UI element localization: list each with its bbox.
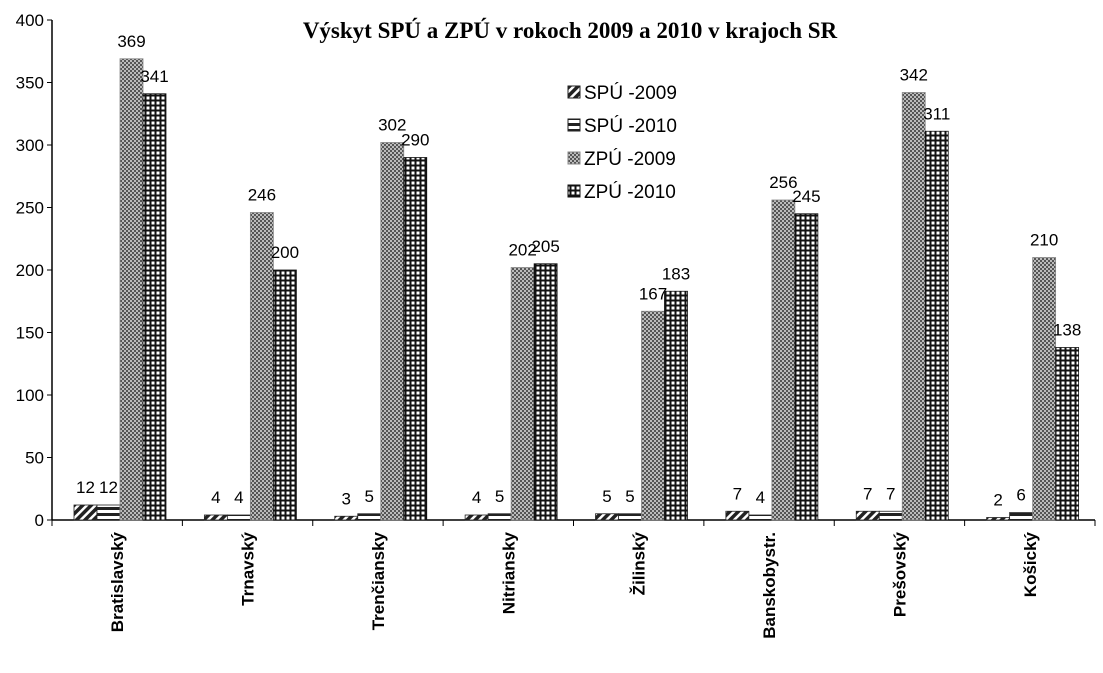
- bar: [510, 267, 535, 521]
- value-label: 202: [508, 241, 536, 260]
- legend-marker: [567, 151, 581, 165]
- bar: [73, 504, 98, 521]
- legend-label: SPÚ -2009: [584, 82, 677, 104]
- legend-marker: [567, 184, 581, 198]
- bar: [533, 263, 558, 521]
- value-label: 5: [602, 487, 611, 506]
- value-label: 2: [993, 491, 1002, 510]
- x-tick-label: Bratislavský: [108, 531, 127, 632]
- bar: [142, 93, 167, 521]
- x-tick-label: Prešovský: [890, 531, 909, 617]
- bar: [226, 514, 251, 521]
- bar: [794, 213, 819, 521]
- value-label: 4: [211, 488, 220, 507]
- value-label: 6: [1016, 486, 1025, 505]
- x-tick-label: Košický: [1021, 531, 1040, 597]
- y-tick-label: 150: [16, 324, 44, 343]
- x-tick-label: Trenčiansky: [369, 531, 388, 630]
- bar: [618, 513, 642, 521]
- value-label: 5: [495, 487, 504, 506]
- y-tick-label: 350: [16, 74, 44, 93]
- value-label: 4: [756, 488, 765, 507]
- value-label: 7: [863, 484, 872, 503]
- value-label: 210: [1030, 231, 1058, 250]
- value-label: 183: [662, 264, 690, 283]
- x-tick-label: Banskobystr.: [760, 532, 779, 639]
- bar: [96, 504, 121, 521]
- value-label: 205: [531, 237, 559, 256]
- value-label: 4: [234, 488, 243, 507]
- y-tick-label: 400: [16, 11, 44, 30]
- value-label: 12: [99, 478, 118, 497]
- legend-label: ZPÚ -2010: [584, 181, 676, 203]
- bar: [334, 515, 359, 521]
- bar: [664, 290, 688, 521]
- bar: [1055, 347, 1080, 521]
- bar: [725, 510, 750, 521]
- value-label: 302: [378, 116, 406, 135]
- bar: [203, 514, 228, 521]
- value-label: 167: [639, 284, 667, 303]
- bar: [357, 513, 382, 521]
- y-tick-label: 200: [16, 261, 44, 280]
- bar: [1009, 512, 1034, 521]
- bar: [855, 510, 880, 521]
- bar: [119, 58, 144, 521]
- value-label: 369: [117, 32, 145, 51]
- legend-marker: [567, 85, 581, 99]
- legend-label: ZPÚ -2009: [584, 148, 676, 170]
- bar: [986, 517, 1011, 521]
- value-label: 5: [365, 487, 374, 506]
- bar: [748, 514, 773, 521]
- value-label: 138: [1053, 321, 1081, 340]
- x-tick-label: Nitriansky: [499, 531, 518, 614]
- bar: [878, 510, 903, 521]
- x-tick-label: Trnavský: [239, 531, 258, 605]
- value-label: 256: [769, 173, 797, 192]
- value-label: 5: [625, 487, 634, 506]
- legend-marker: [567, 118, 581, 132]
- bar: [1032, 257, 1057, 521]
- bar: [595, 513, 619, 521]
- bar: [487, 513, 512, 521]
- y-tick-label: 50: [25, 449, 44, 468]
- y-tick-label: 100: [16, 386, 44, 405]
- value-label: 7: [733, 484, 742, 503]
- value-label: 4: [472, 488, 481, 507]
- y-tick-label: 250: [16, 199, 44, 218]
- value-label: 12: [76, 478, 95, 497]
- x-tick-label: Žilinský: [630, 531, 649, 595]
- value-label: 341: [140, 67, 168, 86]
- value-label: 246: [248, 186, 276, 205]
- bar: [901, 92, 926, 521]
- bar: [924, 130, 949, 521]
- value-label: 245: [792, 187, 820, 206]
- bar: [380, 142, 405, 521]
- value-label: 200: [271, 243, 299, 262]
- bar: [272, 269, 297, 521]
- y-tick-label: 0: [35, 511, 44, 530]
- value-label: 311: [923, 104, 950, 123]
- legend-label: SPÚ -2010: [584, 115, 677, 137]
- bar: [403, 157, 428, 521]
- chart-title: Výskyt SPÚ a ZPÚ v rokoch 2009 a 2010 v …: [303, 18, 838, 43]
- value-label: 3: [342, 489, 351, 508]
- value-label: 290: [401, 131, 429, 150]
- bar: [641, 310, 665, 521]
- bar: [464, 514, 489, 521]
- bar: [771, 199, 796, 521]
- value-label: 342: [900, 66, 928, 85]
- value-label: 7: [886, 484, 895, 503]
- y-tick-label: 300: [16, 136, 44, 155]
